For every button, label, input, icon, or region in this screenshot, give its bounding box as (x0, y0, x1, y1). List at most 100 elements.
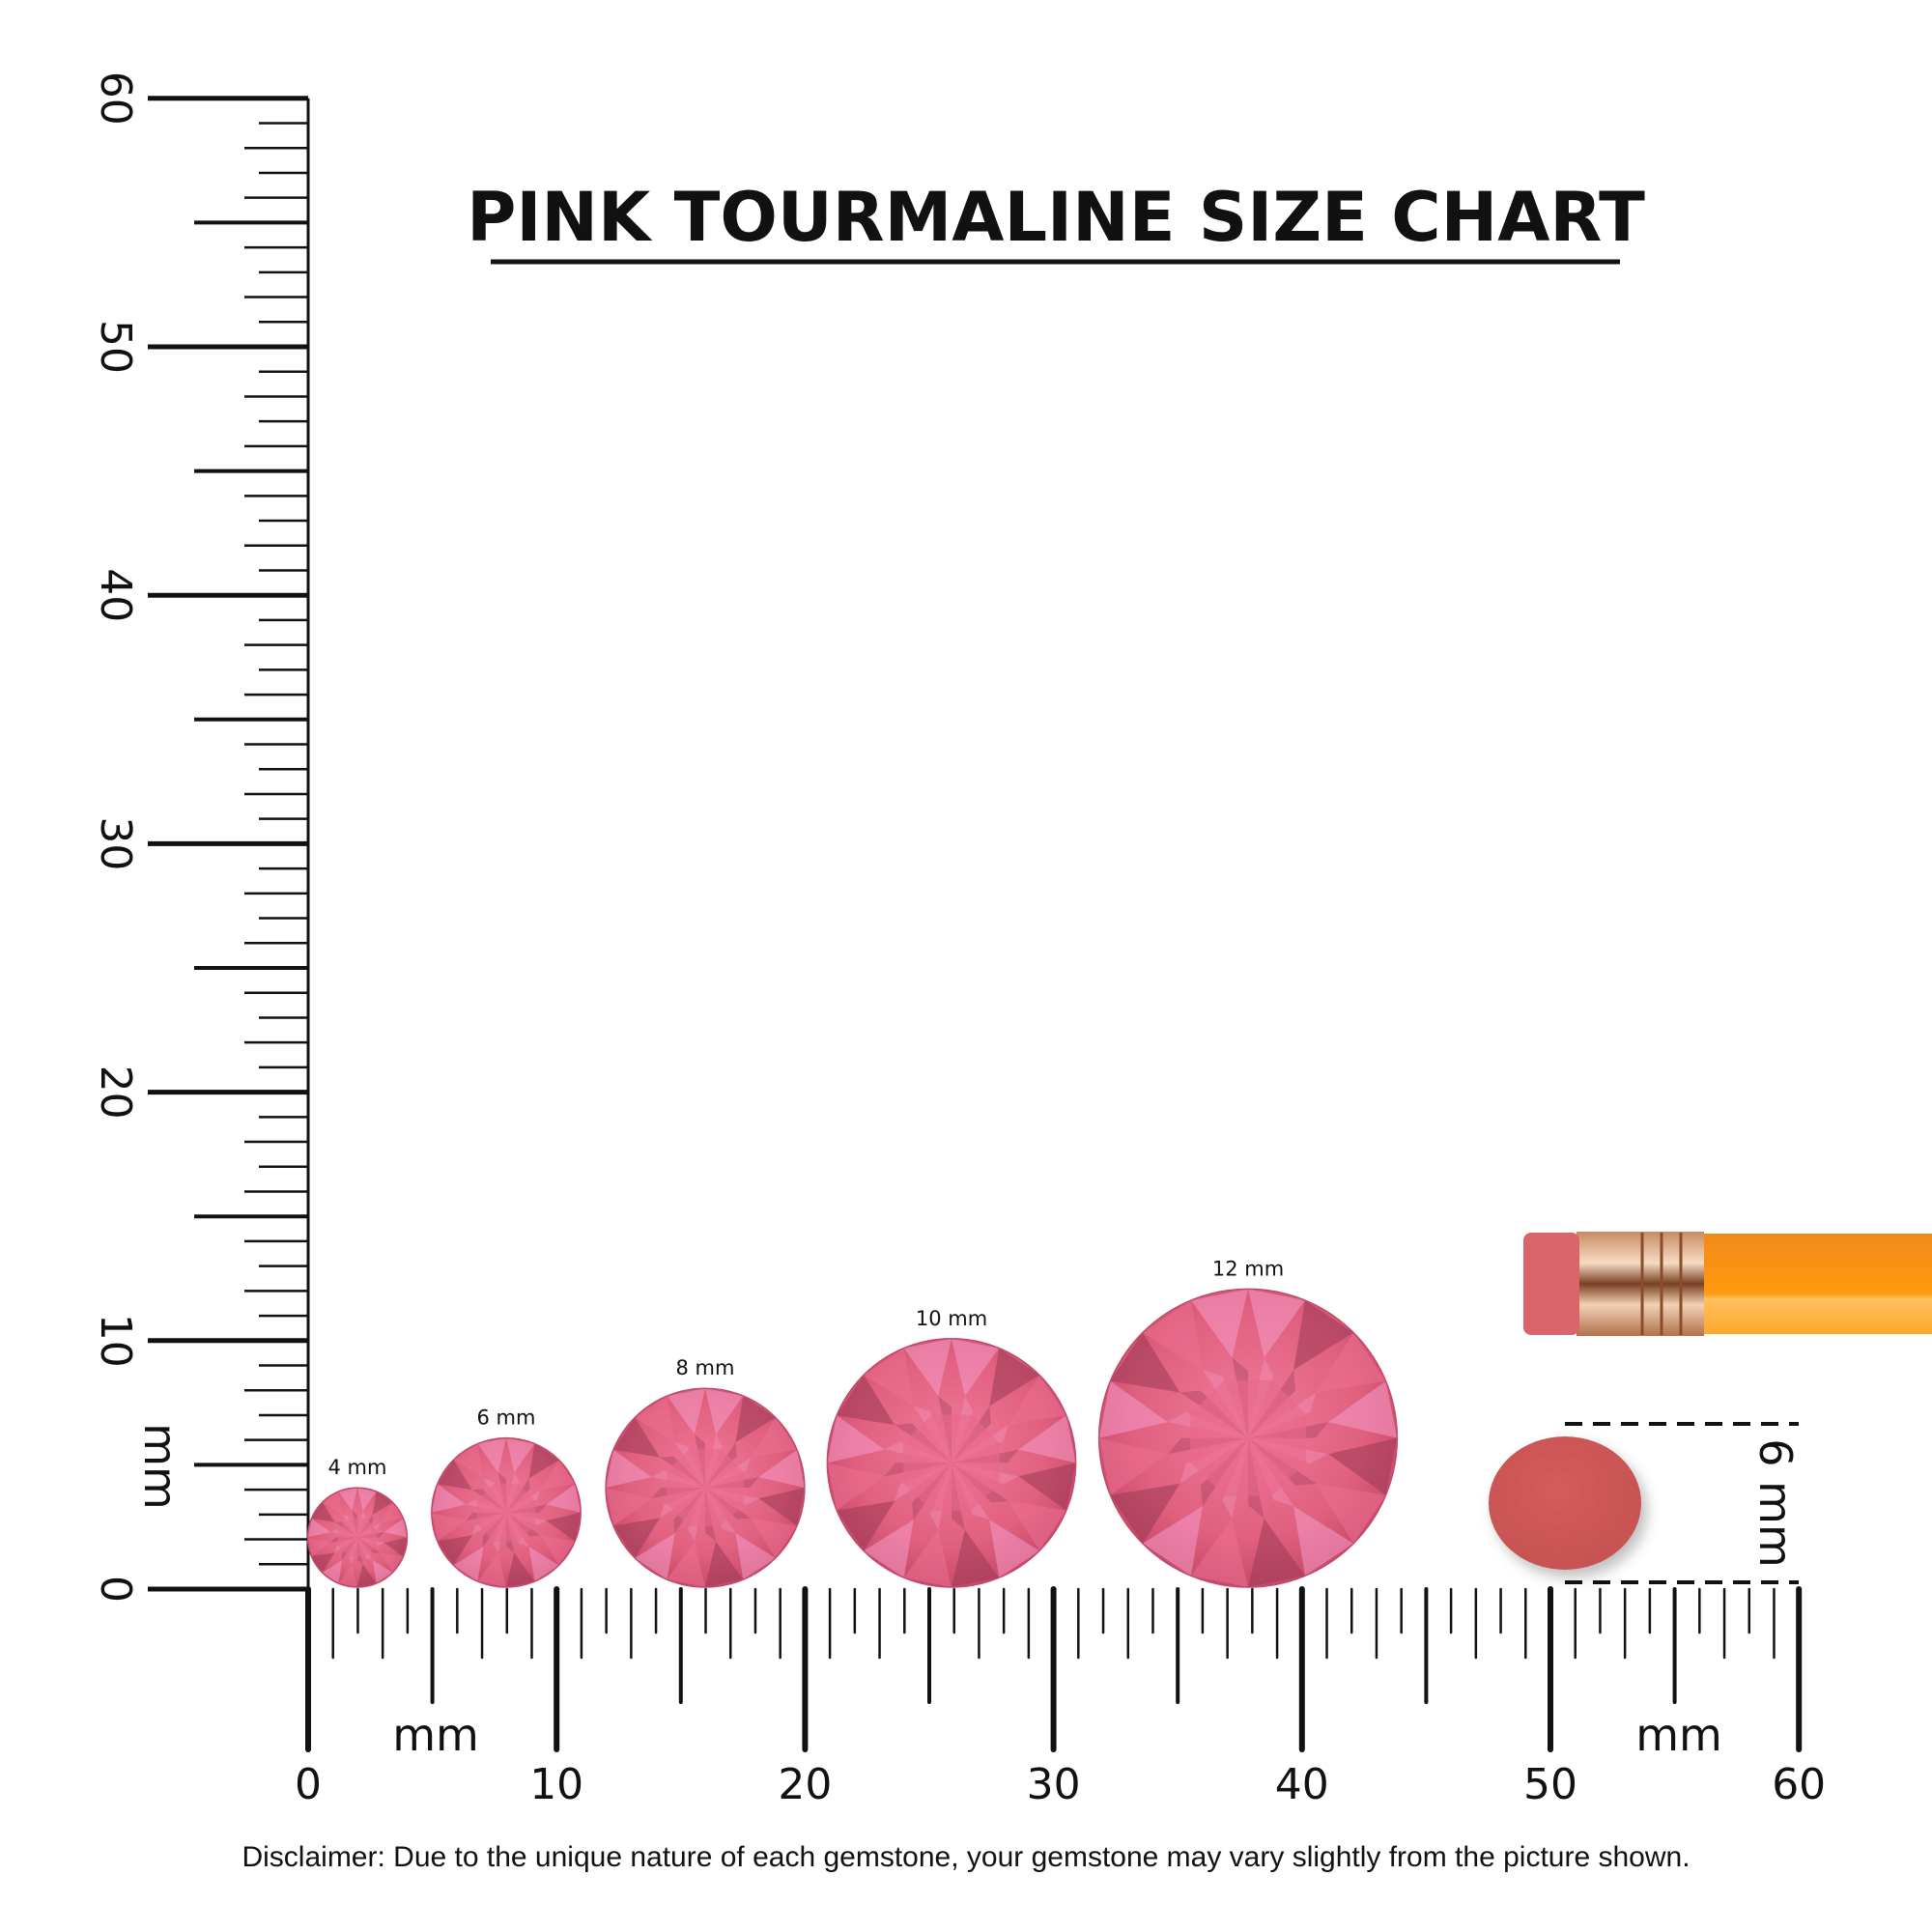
gem-facet (864, 1520, 914, 1578)
gem-facet (330, 1537, 357, 1544)
gem-facet (705, 1541, 744, 1587)
horizontal-tick-label: 10 (529, 1760, 583, 1809)
gem-facet (1293, 1506, 1354, 1577)
gem-facet (952, 1529, 1000, 1587)
gem-facet (357, 1564, 377, 1587)
gem-facet (1316, 1483, 1386, 1544)
gem-facet (1328, 1380, 1398, 1438)
gem-table (1190, 1379, 1306, 1496)
gem-facet (380, 1502, 404, 1522)
gem-outline (605, 1387, 806, 1588)
gem-facet (606, 1488, 652, 1526)
gem-facet (431, 1484, 467, 1513)
vertical-tick-label: 50 (91, 320, 140, 374)
gem-facet (322, 1492, 343, 1516)
gem-facet (1018, 1415, 1076, 1463)
gem-facet (895, 1463, 952, 1501)
gem-facet (758, 1449, 805, 1489)
gem-facet (1232, 1357, 1248, 1438)
gem-facet (1248, 1437, 1264, 1519)
gem-size-label: 4 mm (328, 1456, 387, 1479)
eraser-reference: 6 mm (1489, 1422, 1802, 1584)
gem-facet (453, 1443, 484, 1479)
gem-facet (477, 1437, 506, 1473)
gem-table (667, 1449, 744, 1527)
gem-facet (1142, 1506, 1203, 1577)
gem-facet (307, 1518, 331, 1538)
gem-size-label: 6 mm (477, 1406, 536, 1430)
gem-facet (322, 1560, 343, 1584)
gem-12mm: 12 mm (1097, 1257, 1399, 1588)
gem-facet (612, 1518, 660, 1558)
gem-outline (826, 1338, 1077, 1588)
vertical-tick-label: 10 (91, 1314, 140, 1368)
gem-facet (751, 1417, 798, 1458)
gem-facet (837, 1375, 895, 1426)
gem-group: 4 mm 6 mm 8 mm 10 mm 12 mm (306, 1257, 1399, 1588)
gem-facet (1328, 1437, 1398, 1495)
gem-facet (705, 1388, 744, 1435)
gem-table (477, 1483, 535, 1542)
gem-facet (827, 1415, 885, 1463)
gem-facet (952, 1338, 1000, 1397)
vertical-ruler: 0 10 20 30 40 50 60 (91, 71, 310, 1603)
gem-facet (352, 1510, 357, 1538)
horizontal-tick-label: 20 (778, 1760, 832, 1809)
gem-facet (606, 1449, 652, 1489)
vertical-tick-label: 30 (91, 816, 140, 870)
gem-facet (694, 1434, 705, 1489)
gem-facet (1098, 1380, 1168, 1438)
gem-facet (431, 1512, 467, 1542)
gem-facet (1008, 1500, 1066, 1551)
gem-facet (311, 1502, 335, 1522)
horizontal-unit-label-right: mm (1635, 1709, 1722, 1761)
gem-table (903, 1414, 1000, 1512)
disclaimer-text: Disclaimer: Due to the unique nature of … (242, 1841, 1690, 1873)
gem-facet (338, 1488, 357, 1511)
gem-facet (938, 1396, 952, 1463)
reference-size-label: 6 mm (1749, 1438, 1802, 1568)
horizontal-tick-label: 60 (1772, 1760, 1826, 1809)
gem-facet (437, 1460, 472, 1491)
gem-facet (1098, 1437, 1168, 1495)
gem-facet (497, 1472, 506, 1513)
horizontal-ruler: 0 10 20 30 40 50 60 (295, 1586, 1826, 1809)
gem-facet (506, 1512, 515, 1553)
gem-facet (546, 1484, 582, 1513)
gem-facet (506, 1552, 535, 1587)
page-title: PINK TOURMALINE SIZE CHART (467, 178, 1645, 257)
gem-outline (431, 1436, 582, 1588)
gem-facet (989, 1520, 1039, 1578)
vertical-tick-label: 40 (91, 568, 140, 622)
gem-facet (1008, 1375, 1066, 1426)
gem-facet (384, 1537, 408, 1557)
gem-facet (342, 1515, 357, 1538)
gem-table (338, 1518, 377, 1557)
gem-facet (1190, 1518, 1248, 1587)
gem-6mm: 6 mm (431, 1406, 582, 1588)
gem-facet (1110, 1483, 1180, 1544)
eraser-disc (1489, 1436, 1641, 1570)
gem-facet (506, 1437, 535, 1473)
gem-facet (705, 1488, 717, 1542)
gem-facet (751, 1518, 798, 1558)
gem-facet (1142, 1300, 1203, 1371)
gem-facet (1293, 1300, 1354, 1371)
gem-facet (989, 1348, 1039, 1406)
vertical-tick-label: 20 (91, 1065, 140, 1120)
pencil-ferrule (1577, 1232, 1704, 1336)
gem-facet (827, 1463, 885, 1511)
gem-outline (306, 1487, 409, 1588)
horizontal-tick-label: 0 (295, 1760, 322, 1809)
pencil-eraser-tip (1523, 1233, 1579, 1335)
gem-facet (528, 1547, 559, 1582)
gem-facet (735, 1533, 776, 1580)
gem-facet (1110, 1332, 1180, 1393)
gem-facet (1018, 1463, 1076, 1511)
gem-facet (635, 1396, 675, 1443)
gem-facet (540, 1460, 576, 1491)
gem-facet (453, 1547, 484, 1582)
gem-facet (357, 1537, 363, 1565)
gem-facet (372, 1492, 393, 1516)
